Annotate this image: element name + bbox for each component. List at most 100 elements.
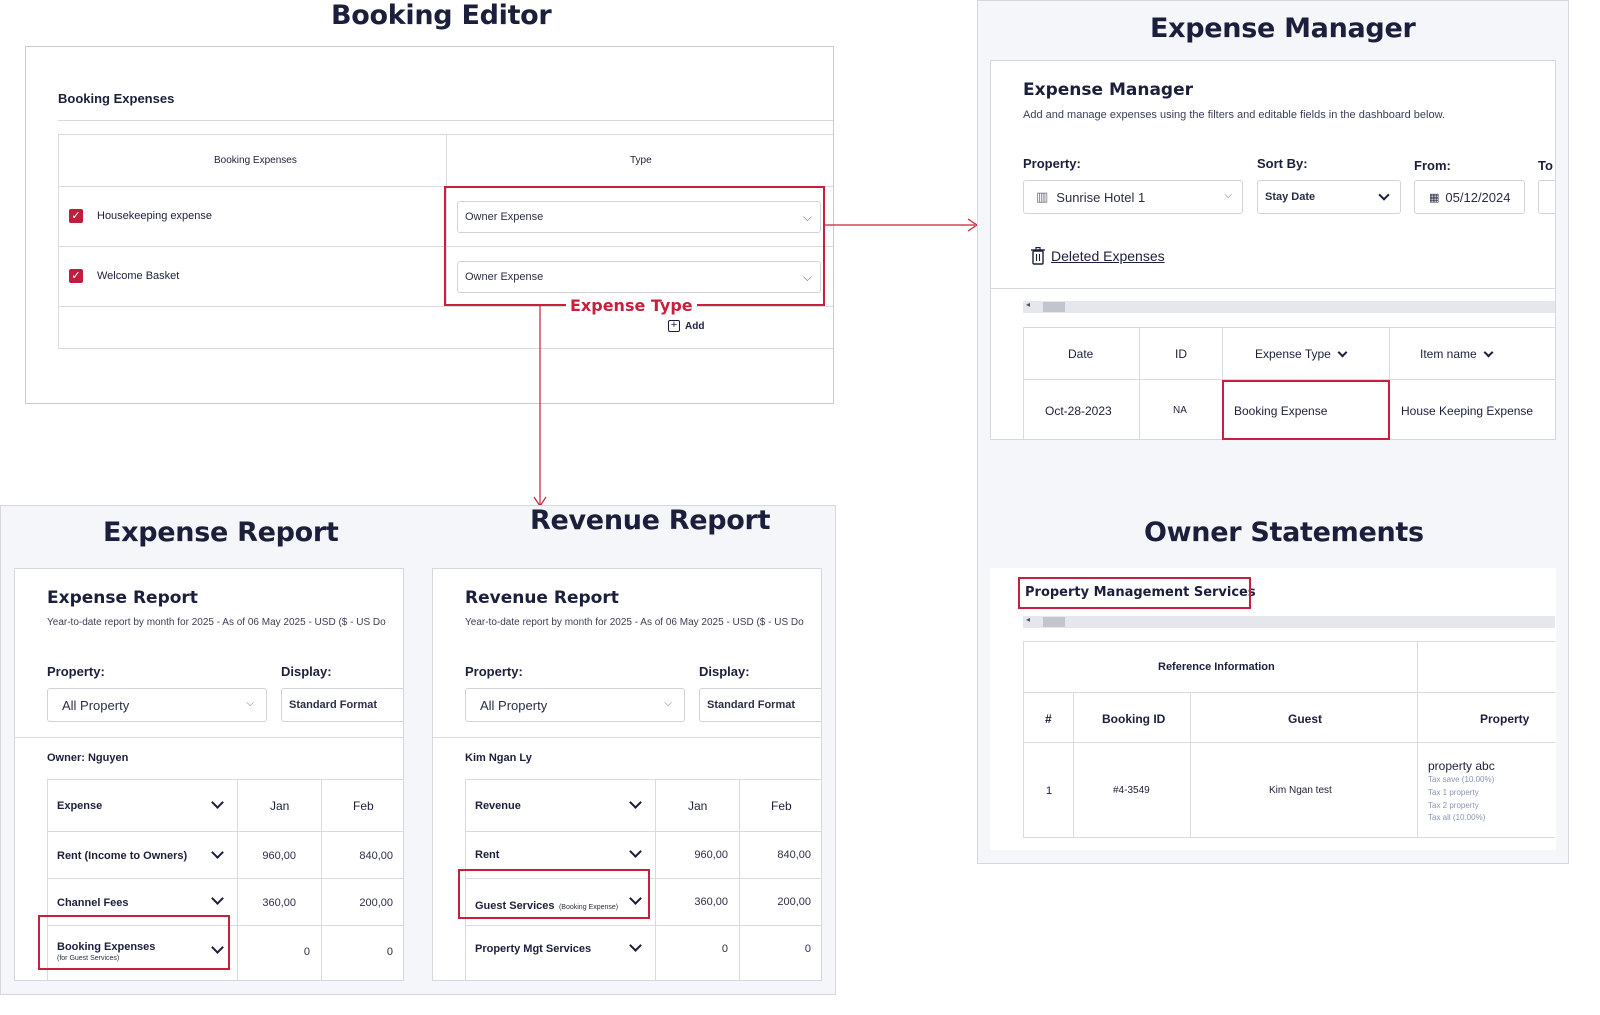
cell-jan: 960,00 <box>694 849 728 861</box>
row-checkbox[interactable]: ✓ <box>69 269 83 283</box>
col-header-item-name[interactable]: Item name <box>1420 347 1494 361</box>
display-label: Display: <box>699 664 750 679</box>
expense-type-select[interactable]: Owner Expense ⌵ <box>457 201 821 233</box>
cell-item-name[interactable]: House Keeping Expense <box>1401 404 1534 418</box>
property-label: Property: <box>1023 156 1081 171</box>
row-label: Rent <box>475 849 500 861</box>
to-date-input[interactable] <box>1538 180 1555 214</box>
cell-date: Oct-28-2023 <box>1045 404 1112 418</box>
owner-statements-title: Owner Statements <box>1144 517 1424 548</box>
cell-jan: 360,00 <box>694 896 728 908</box>
horizontal-scrollbar[interactable]: ◂ <box>1023 615 1555 628</box>
row-checkbox[interactable]: ✓ <box>69 209 83 223</box>
chevron-down-icon: ⌵ <box>1224 190 1232 201</box>
expense-report-title: Expense Report <box>103 517 339 548</box>
booking-editor-title: Booking Editor <box>331 0 552 31</box>
tax-line: Tax save (10.00%) <box>1428 775 1495 784</box>
owner-statements-card: Property Management Services ◂ Reference… <box>990 568 1556 850</box>
row-label: Rent (Income to Owners) <box>57 850 188 862</box>
expense-report-table <box>47 779 403 980</box>
sort-by-label: Sort By: <box>1257 156 1308 171</box>
cell-feb: 200,00 <box>777 896 811 908</box>
reference-information-header: Reference Information <box>1158 661 1275 673</box>
scroll-left-icon: ◂ <box>1026 615 1031 624</box>
cell-number: 1 <box>1046 785 1053 797</box>
row-sublabel: (Booking Expense) <box>558 904 619 911</box>
from-label: From: <box>1414 158 1451 173</box>
guest-services-row-label: Guest Services (Booking Expense) <box>475 896 618 914</box>
cell-booking-id[interactable]: #4-3549 <box>1113 785 1150 796</box>
sort-value: Stay Date <box>1265 191 1316 203</box>
display-value: Standard Format <box>289 699 378 711</box>
pm-services-heading: Property Management Services <box>1025 585 1256 600</box>
cell-expense-type[interactable]: Booking Expense <box>1234 404 1328 418</box>
cell-property: property abc <box>1428 759 1495 773</box>
row-sublabel: (for Guest Services) <box>57 955 120 962</box>
display-label: Display: <box>281 664 332 679</box>
owner-name: Kim Ngan Ly <box>465 752 532 764</box>
property-value: All Property <box>62 697 130 713</box>
display-select[interactable]: Standard Format <box>281 688 403 722</box>
expense-type-value: Owner Expense <box>465 271 544 283</box>
scroll-left-icon: ◂ <box>1026 300 1031 309</box>
expense-type-value: Owner Expense <box>465 211 544 223</box>
booking-expenses-heading: Booking Expenses <box>58 91 175 106</box>
chevron-down-icon <box>1378 189 1390 201</box>
calendar-icon: ▦ <box>1429 191 1440 204</box>
property-select[interactable]: All Property ⌵ <box>47 688 267 722</box>
revenue-report-card: Revenue Report Year-to-date report by mo… <box>432 568 822 981</box>
revenue-report-heading: Revenue Report <box>465 588 619 608</box>
expense-name: Welcome Basket <box>97 270 180 282</box>
owner-name: Owner: Nguyen <box>47 752 129 764</box>
add-label: Add <box>685 320 705 332</box>
col-header-expense-type[interactable]: Expense Type <box>1255 347 1348 361</box>
item-name-header-label: Item name <box>1420 347 1477 361</box>
cell-feb: 0 <box>386 946 393 958</box>
expense-type-header-label: Expense Type <box>1255 347 1331 361</box>
booking-expenses-table <box>58 134 833 349</box>
tax-line: Tax 1 property <box>1428 788 1479 797</box>
add-expense-button[interactable]: + Add <box>668 320 704 332</box>
col-header-property: Property <box>1480 712 1530 726</box>
from-date-input[interactable]: ▦ 05/12/2024 <box>1414 180 1525 214</box>
month-feb: Feb <box>771 799 792 813</box>
property-select[interactable]: All Property ⌵ <box>465 688 685 722</box>
owner-statement-table <box>1023 641 1555 838</box>
deleted-expenses-label: Deleted Expenses <box>1051 248 1165 264</box>
month-jan: Jan <box>270 799 290 813</box>
revenue-report-table <box>465 779 821 980</box>
to-label: To <box>1538 158 1553 173</box>
property-value: Sunrise Hotel 1 <box>1056 189 1146 205</box>
cell-jan: 0 <box>721 943 728 955</box>
row-label: Guest Services <box>475 900 555 912</box>
row-label: Property Mgt Services <box>475 943 592 955</box>
month-jan: Jan <box>688 799 708 813</box>
property-select[interactable]: ▥ Sunrise Hotel 1 ⌵ <box>1023 180 1243 214</box>
cell-jan: 960,00 <box>262 850 296 862</box>
sort-by-select[interactable]: Stay Date <box>1257 180 1401 214</box>
cell-feb: 840,00 <box>359 850 393 862</box>
chevron-down-icon <box>1337 347 1348 357</box>
cell-jan: 360,00 <box>262 897 296 909</box>
display-select[interactable]: Standard Format <box>699 688 821 722</box>
property-label: Property: <box>47 664 105 679</box>
expense-report-heading: Expense Report <box>47 588 198 608</box>
expense-type-select[interactable]: Owner Expense ⌵ <box>457 261 821 293</box>
col-header-type: Type <box>630 155 652 166</box>
building-icon: ▥ <box>1036 189 1049 204</box>
tax-line: Tax all (10.00%) <box>1428 813 1486 822</box>
col-header-id: ID <box>1175 347 1187 361</box>
expense-report-subtitle: Year-to-date report by month for 2025 - … <box>47 617 386 628</box>
cell-guest: Kim Ngan test <box>1269 785 1332 796</box>
row-label: Channel Fees <box>57 897 129 909</box>
cell-feb: 840,00 <box>777 849 811 861</box>
from-date-value: 05/12/2024 <box>1445 189 1511 205</box>
horizontal-scrollbar[interactable]: ◂ <box>1023 300 1555 313</box>
col-header-guest: Guest <box>1288 712 1323 726</box>
month-feb: Feb <box>353 799 374 813</box>
expense-name: Housekeeping expense <box>97 210 212 222</box>
deleted-expenses-link[interactable]: Deleted Expenses <box>1031 247 1165 265</box>
expense-type-annotation: Expense Type <box>566 296 697 315</box>
trash-icon <box>1031 247 1045 265</box>
